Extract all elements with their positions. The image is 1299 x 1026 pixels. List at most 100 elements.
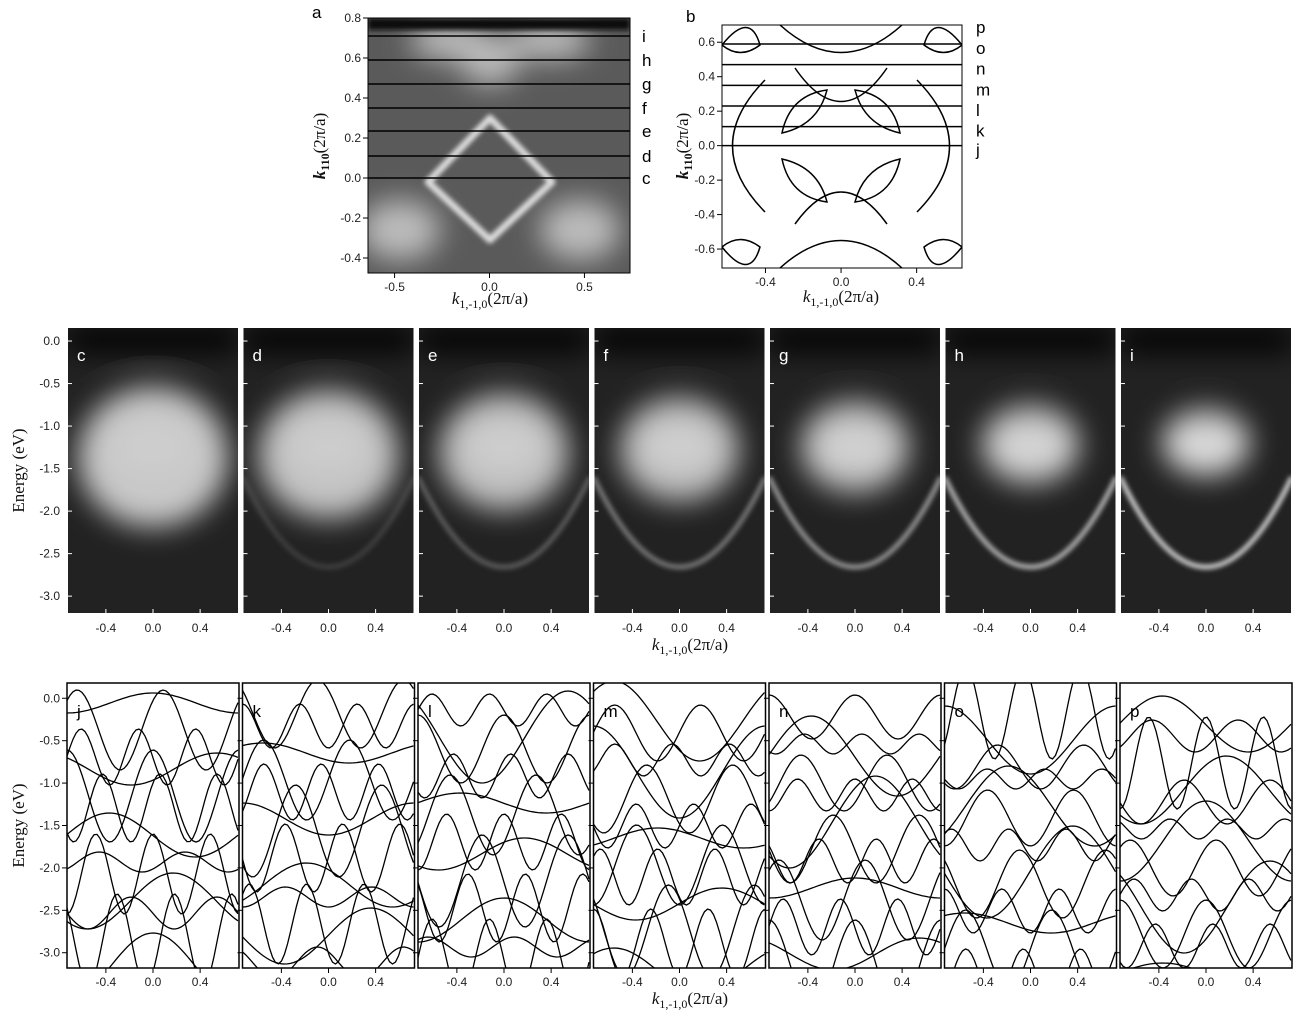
cut-label: c xyxy=(642,169,651,188)
y-tick-label: -1.0 xyxy=(39,776,60,790)
cut-label: i xyxy=(642,27,646,46)
arpes-map xyxy=(368,18,630,273)
band-plot xyxy=(769,694,941,968)
axis-label: Energy (eV) xyxy=(9,783,28,867)
x-tick-label: 0.4 xyxy=(1245,975,1262,989)
axis-label: k1,-1,0(2π/a) xyxy=(652,635,728,657)
cut-label: p xyxy=(976,18,985,37)
x-tick-label: 0.4 xyxy=(367,621,384,635)
x-tick-label: 0.0 xyxy=(1022,975,1039,989)
frame xyxy=(943,682,1118,969)
x-tick-label: 0.4 xyxy=(192,621,209,635)
y-tick-label: 0.2 xyxy=(698,104,715,118)
arpes-image xyxy=(242,327,415,614)
panel-label: d xyxy=(253,346,262,365)
cut-label: g xyxy=(642,75,651,94)
x-tick-label: 0.4 xyxy=(894,975,911,989)
x-tick-label: 0.0 xyxy=(1022,621,1039,635)
y-tick-label: -0.5 xyxy=(39,377,60,391)
x-tick-label: -0.5 xyxy=(384,280,405,294)
fermi-surface xyxy=(722,25,962,268)
panel-label: c xyxy=(77,346,86,365)
cut-label: m xyxy=(976,80,990,99)
x-tick-label: -0.4 xyxy=(798,975,819,989)
y-tick-label: -1.5 xyxy=(39,819,60,833)
y-tick-label: 0.8 xyxy=(344,11,361,25)
cut-label: k xyxy=(976,122,985,141)
y-tick-label: -0.6 xyxy=(694,242,715,256)
panel-label: o xyxy=(955,702,964,721)
x-tick-label: -0.4 xyxy=(271,975,292,989)
y-tick-label: 0.4 xyxy=(698,70,715,84)
y-tick-label: -0.4 xyxy=(694,208,715,222)
x-tick-label: 0.4 xyxy=(718,975,735,989)
x-tick-label: 0.4 xyxy=(1069,975,1086,989)
x-tick-label: 0.0 xyxy=(1198,975,1215,989)
y-tick-label: 0.0 xyxy=(344,171,361,185)
x-tick-label: 0.4 xyxy=(908,275,925,289)
panel-label: m xyxy=(604,702,618,721)
panel-label: e xyxy=(428,346,437,365)
cut-label: h xyxy=(642,51,651,70)
x-tick-label: -0.4 xyxy=(622,975,643,989)
x-tick-label: 0.0 xyxy=(320,975,337,989)
x-tick-label: 0.0 xyxy=(481,280,498,294)
y-tick-label: -2.5 xyxy=(39,903,60,917)
cut-label: o xyxy=(976,39,985,58)
band-plot xyxy=(593,683,766,968)
axis-label: k1,-1,0(2π/a) xyxy=(803,287,879,309)
x-tick-label: 0.0 xyxy=(496,621,513,635)
arpes-image xyxy=(769,327,941,614)
panel-label: j xyxy=(76,702,81,721)
panel-label: a xyxy=(312,3,322,22)
cut-label: d xyxy=(642,147,651,166)
panel-label: g xyxy=(779,346,788,365)
frame xyxy=(241,682,416,969)
x-tick-label: -0.4 xyxy=(96,975,117,989)
panel-label: f xyxy=(604,346,609,365)
y-tick-label: 0.0 xyxy=(43,691,60,705)
panel-label: p xyxy=(1130,702,1139,721)
y-tick-label: 0.2 xyxy=(344,131,361,145)
y-tick-label: -0.2 xyxy=(694,173,715,187)
panel-label: h xyxy=(955,346,964,365)
x-tick-label: -0.4 xyxy=(447,621,468,635)
panel-label: i xyxy=(1130,346,1134,365)
x-tick-label: 0.4 xyxy=(543,621,560,635)
y-tick-label: 0.0 xyxy=(698,139,715,153)
x-tick-label: 0.4 xyxy=(543,975,560,989)
y-tick-label: -0.5 xyxy=(39,734,60,748)
y-tick-label: -3.0 xyxy=(39,589,60,603)
axis-label: k1,-1,0(2π/a) xyxy=(452,289,528,311)
frame xyxy=(66,682,240,969)
band-plot xyxy=(1120,695,1292,968)
x-tick-label: 0.0 xyxy=(847,975,864,989)
x-tick-label: 0.4 xyxy=(894,621,911,635)
panel-label: l xyxy=(428,702,432,721)
x-tick-label: 0.0 xyxy=(833,275,850,289)
x-tick-label: 0.4 xyxy=(718,621,735,635)
axis-label: k110(2π/a) xyxy=(310,113,332,180)
x-tick-label: 0.0 xyxy=(496,975,513,989)
x-tick-label: -0.4 xyxy=(96,621,117,635)
y-tick-label: -1.5 xyxy=(39,462,60,476)
y-tick-label: 0.6 xyxy=(344,51,361,65)
x-tick-label: -0.4 xyxy=(1149,975,1170,989)
x-tick-label: 0.0 xyxy=(847,621,864,635)
x-tick-label: 0.0 xyxy=(671,621,688,635)
y-tick-label: -1.0 xyxy=(39,419,60,433)
arpes-image xyxy=(944,327,1117,614)
arpes-image xyxy=(1120,327,1292,614)
x-tick-label: 0.4 xyxy=(192,975,209,989)
axis-label: k1,-1,0(2π/a) xyxy=(652,989,728,1011)
panel-label: n xyxy=(779,702,788,721)
y-tick-label: -2.5 xyxy=(39,547,60,561)
cut-label: f xyxy=(642,99,647,118)
frame xyxy=(367,17,631,274)
x-tick-label: 0.0 xyxy=(320,621,337,635)
x-tick-label: 0.4 xyxy=(1069,621,1086,635)
y-tick-label: 0.4 xyxy=(344,91,361,105)
y-tick-label: -0.2 xyxy=(340,211,361,225)
x-tick-label: -0.4 xyxy=(798,621,819,635)
